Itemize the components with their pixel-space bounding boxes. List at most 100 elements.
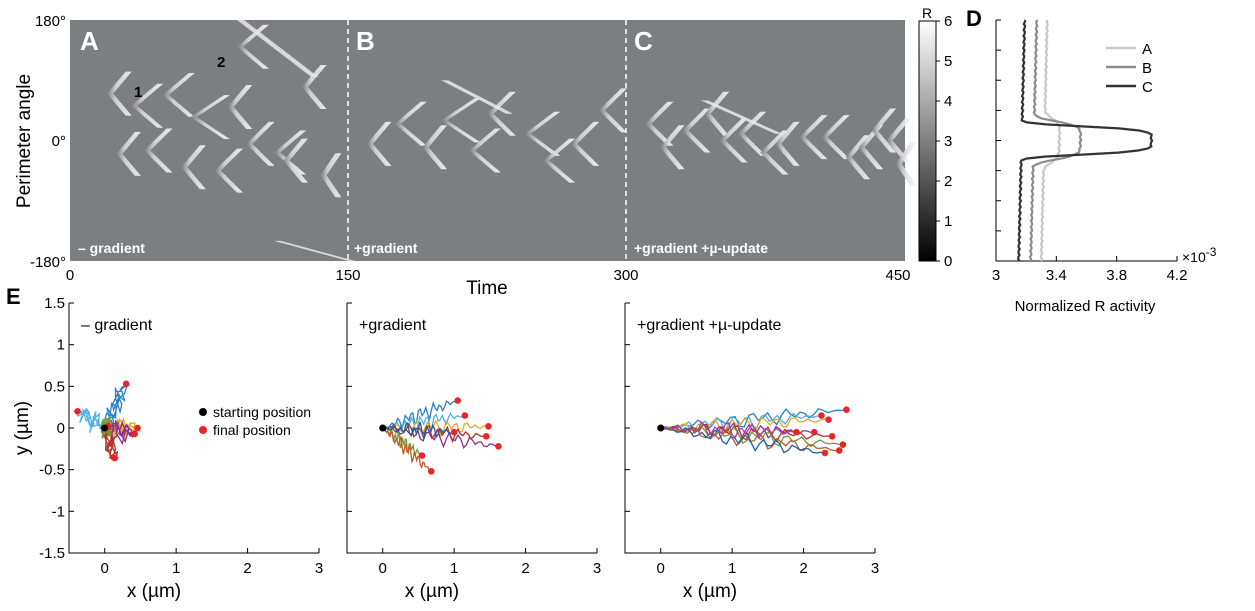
kymograph: A B C 1 2 – gradient +gradient +gradient…	[14, 5, 952, 299]
traj-xlabel: x (µm)	[127, 581, 181, 602]
final-position-marker	[461, 412, 469, 419]
final-position-marker	[122, 380, 130, 388]
trajectory-path	[100, 420, 137, 446]
final-position-marker	[843, 406, 850, 413]
kymo-streak	[422, 125, 448, 170]
kymo-streak	[181, 145, 206, 190]
traj-x-tick-label: 2	[243, 560, 251, 577]
final-position-marker	[74, 408, 81, 415]
traj-x-tick-label: 3	[871, 560, 879, 577]
colorbar-ticks: 0 1 2 3 4 5 6	[936, 13, 952, 270]
kymo-streak	[366, 121, 392, 166]
traj-y-tick-label: -0.5	[39, 462, 65, 479]
traj-x-tick-label: 0	[379, 560, 387, 577]
legend-start-label: starting position	[213, 404, 311, 420]
traj-x-tick-label: 0	[657, 560, 665, 577]
colorbar	[918, 20, 937, 262]
profile-line-b	[1028, 19, 1083, 262]
trajectory-path	[382, 421, 455, 439]
kymo-streak	[320, 153, 342, 198]
condition-label-a: – gradient	[78, 240, 145, 256]
traj-x-tick-label: 3	[315, 560, 323, 577]
start-position-marker	[657, 424, 665, 432]
profile-x-tick-label: 3.8	[1106, 267, 1127, 284]
kymo-streak	[487, 91, 516, 136]
final-position-marker	[450, 428, 458, 436]
final-position-marker	[111, 454, 119, 462]
final-position-marker	[828, 433, 836, 440]
kymo-streak	[760, 130, 789, 175]
kymo-streak	[895, 141, 917, 186]
kymo-streak	[719, 118, 748, 163]
kymo-streak	[871, 108, 897, 153]
final-position-marker	[793, 428, 800, 436]
traj-panel-1: – gradient 0 1 2 3 1.5 1 0.5 0 -0.5 -1 -1.5 x (µm)	[39, 295, 323, 602]
colorbar-tick-label: 6	[944, 13, 952, 30]
annotation-1: 1	[134, 84, 142, 101]
traj-x-tick-label: 2	[521, 560, 529, 577]
y-tick-neg180: -180°	[30, 254, 66, 271]
traj-panel-title: – gradient	[81, 317, 153, 334]
y-tick-0: 0°	[52, 133, 66, 150]
profile-lines	[1017, 19, 1154, 262]
colorbar-tick-label: 0	[944, 253, 952, 270]
profile-panel: D 3 3.4 3.8 4.2 ×10-3 Normalized R activity…	[966, 6, 1217, 315]
legend-start-marker	[199, 408, 207, 416]
profile-x-tick-label: 4.2	[1167, 267, 1188, 284]
traj-ylabel: y (µm)	[12, 401, 33, 455]
traj-y-tick-label: -1	[52, 503, 65, 520]
x-tick-450: 450	[885, 267, 910, 284]
colorbar-label: R	[922, 5, 932, 21]
traj-x-tick-label: 0	[101, 560, 109, 577]
kymo-streak	[214, 148, 243, 193]
profile-x-tick-label: 3.4	[1046, 267, 1067, 284]
kymo-streak	[598, 88, 628, 133]
colorbar-tick-label: 1	[944, 213, 952, 230]
kymo-streak	[283, 138, 308, 183]
kymo-streak	[162, 72, 195, 117]
trajectory-path	[382, 427, 432, 472]
traj-y-tick-label: 0.5	[44, 378, 65, 395]
kymo-streak	[394, 101, 427, 146]
traj-panel-title: +gradient +µ-update	[637, 317, 782, 334]
condition-label-b: +gradient	[354, 240, 418, 256]
kymo-streak-long	[237, 20, 319, 77]
kymo-streak	[799, 115, 828, 160]
final-position-marker	[482, 433, 490, 440]
traj-xlabel: x (µm)	[405, 581, 459, 602]
final-position-marker	[485, 423, 492, 430]
trajectory-panels: E y (µm) – gradient 0 1 2 3 1.5 1 0.5 0 -0.5 -1 -1.…	[6, 284, 879, 602]
kymo-streak	[645, 101, 674, 146]
trajectory-path	[660, 426, 826, 454]
kymo-streak	[524, 111, 561, 156]
traj-legend: starting position final position	[199, 404, 311, 438]
profile-legend-label: A	[1142, 41, 1152, 58]
traj-y-tick-label: -1.5	[39, 545, 65, 562]
traj-xlabel: x (µm)	[683, 581, 737, 602]
final-position-marker	[418, 452, 426, 459]
kymo-streak	[227, 85, 253, 130]
kymograph-streaks	[107, 20, 917, 261]
kymograph-background	[70, 20, 905, 261]
profile-xlabel: Normalized R activity	[1015, 298, 1156, 315]
kymo-streak	[821, 115, 850, 160]
kymo-streak	[107, 71, 132, 116]
kymo-streak	[144, 128, 173, 173]
final-position-marker	[818, 412, 825, 419]
kymo-streak-long	[700, 100, 783, 134]
traj-x-tick-label: 1	[450, 560, 458, 577]
panel-letter-e: E	[6, 284, 21, 309]
condition-label-c: +gradient +µ-update	[634, 240, 768, 256]
trajectory-path	[73, 407, 109, 433]
colorbar-tick-label: 2	[944, 173, 952, 190]
traj-x-tick-label: 3	[593, 560, 601, 577]
kymo-streak-long	[274, 240, 356, 261]
kymo-streak	[660, 125, 685, 170]
traj-panel-3: +gradient +µ-update 0 1 2 3 x (µm)	[624, 302, 879, 602]
panel-letter-c: C	[634, 26, 653, 56]
final-position-marker	[495, 443, 502, 450]
traj-x-tick-label: 1	[172, 560, 180, 577]
kymo-streak	[468, 128, 501, 173]
